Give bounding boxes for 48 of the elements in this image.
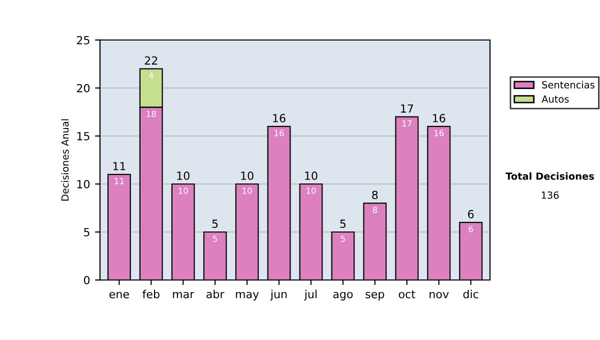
total-label: 5: [212, 220, 218, 228]
data-label: 10: [306, 188, 316, 194]
y-axis-title: Decisiones Anual: [61, 119, 69, 201]
data-label: 10: [178, 188, 188, 194]
text: 136: [542, 191, 559, 199]
data-label: 6: [468, 226, 473, 232]
data-label: 11: [114, 178, 124, 184]
total-label: 22: [144, 56, 158, 65]
total-label: 17: [401, 104, 414, 113]
data-label: 18: [146, 110, 156, 118]
x-tick-label: may: [236, 292, 259, 300]
x-tick-label: dic: [463, 290, 478, 298]
x-tick-label: ene: [109, 292, 129, 298]
data-label: 16: [274, 130, 284, 136]
y-tick-label: 5: [84, 228, 90, 236]
x-tick-label: nov: [430, 292, 449, 298]
y-tick-label: 10: [77, 180, 90, 188]
x-tick-label: mar: [173, 292, 194, 298]
y-tick-label: 20: [76, 84, 90, 92]
total-label: 16: [433, 114, 446, 122]
x-tick-label: sep: [366, 292, 384, 300]
data-label: 17: [402, 120, 412, 126]
x-tick-label: abr: [206, 290, 224, 298]
y-tick-label: 25: [76, 36, 90, 44]
legend-label: Autos: [542, 96, 569, 103]
data-label: 10: [242, 188, 252, 194]
data-label: 5: [213, 236, 218, 242]
x-tick-label: oct: [398, 290, 416, 298]
total-label: 10: [241, 172, 254, 180]
data-label: 5: [340, 236, 345, 242]
x-tick-label: jul: [304, 290, 317, 300]
total-label: 5: [340, 220, 346, 228]
total-label: 16: [273, 114, 286, 122]
text: Total Decisiones: [506, 172, 594, 180]
y-tick-label: 0: [84, 276, 90, 284]
total-label: 6: [468, 210, 474, 218]
y-tick-label: 15: [77, 132, 90, 140]
total-label: 10: [305, 172, 318, 180]
total-label: 10: [177, 172, 190, 180]
x-tick-label: feb: [142, 290, 160, 298]
x-tick-label: ago: [333, 292, 353, 300]
data-label: 16: [434, 130, 444, 136]
total-label: 11: [113, 162, 126, 170]
x-tick-label: jun: [270, 290, 287, 300]
data-label: 8: [372, 206, 377, 214]
legend-label: Sentencias: [542, 80, 594, 88]
data-label: 4: [148, 72, 154, 78]
total-label: 8: [372, 190, 378, 200]
